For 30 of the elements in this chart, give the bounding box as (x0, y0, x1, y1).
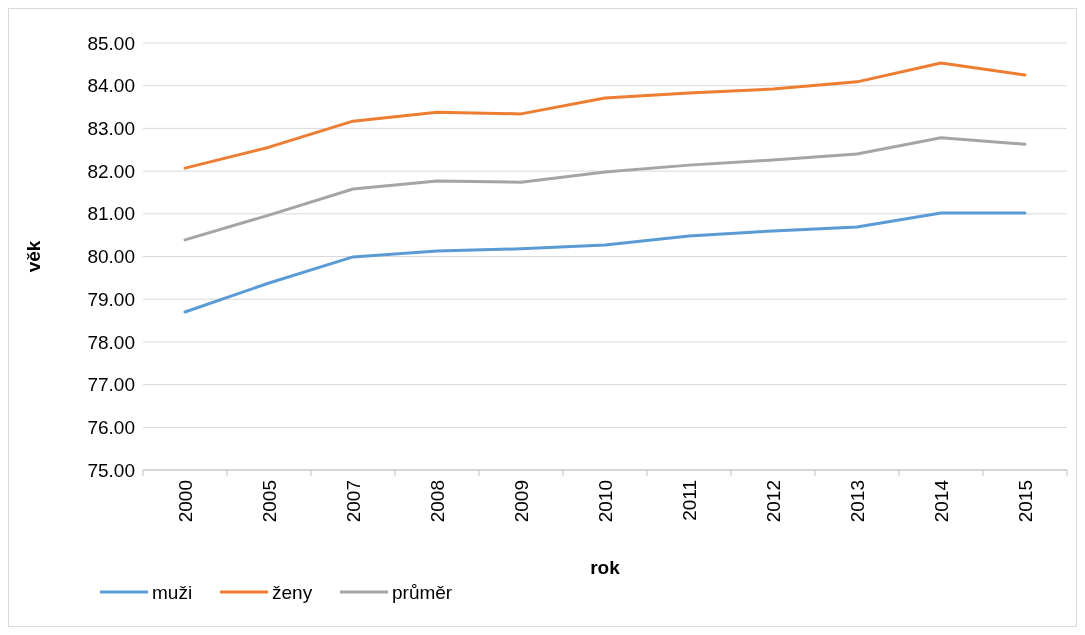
x-tick-label: 2005 (259, 480, 280, 523)
legend-label: muži (152, 581, 193, 603)
y-tick-label: 76.00 (87, 416, 135, 438)
y-axis-title: věk (23, 240, 44, 273)
y-tick-label: 75.00 (87, 459, 135, 481)
y-tick-label: 84.00 (87, 75, 135, 97)
line-series (183, 136, 1027, 242)
x-tick-label: 2014 (931, 479, 952, 523)
x-tick-label: 2011 (679, 480, 700, 521)
x-tick-label: 2010 (595, 480, 616, 523)
x-tick-label: 2009 (511, 480, 532, 523)
line-series (183, 61, 1027, 170)
x-tick-label: 2000 (175, 480, 196, 523)
y-tick-label: 83.00 (87, 118, 135, 140)
y-tick-label: 80.00 (87, 246, 135, 268)
x-tick-label: 2013 (847, 480, 868, 523)
y-tick-label: 78.00 (87, 331, 135, 353)
y-tick-label: 79.00 (87, 288, 135, 310)
y-tick-label: 85.00 (87, 32, 135, 54)
x-tick-label: 2015 (1015, 480, 1036, 523)
y-tick-label: 77.00 (87, 374, 135, 396)
legend-label: průměr (392, 581, 453, 603)
y-tick-label: 82.00 (87, 160, 135, 182)
x-tick-label: 2008 (427, 480, 448, 523)
line-series (183, 211, 1027, 314)
x-tick-label: 2007 (343, 480, 364, 523)
x-axis-title: rok (590, 557, 621, 578)
y-tick-label: 81.00 (87, 203, 135, 225)
x-tick-label: 2012 (763, 480, 784, 523)
legend-label: ženy (272, 581, 313, 603)
